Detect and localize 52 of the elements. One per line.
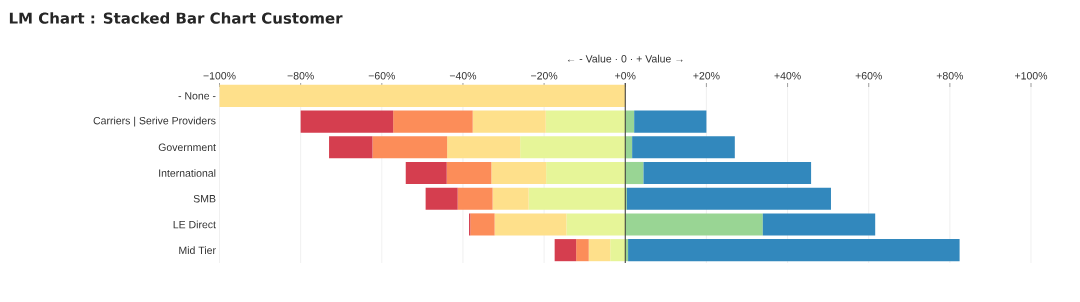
bar <box>528 187 626 210</box>
bar <box>626 187 831 210</box>
bar <box>554 239 577 262</box>
y-tick-label: International <box>159 169 216 177</box>
x-tick-label: +100% <box>1015 72 1048 80</box>
bar <box>300 110 394 133</box>
bar <box>762 213 876 236</box>
x-tick-label: −20% <box>531 72 558 80</box>
bar <box>494 213 567 236</box>
bar <box>472 110 546 133</box>
x-tick-label: −100% <box>203 72 236 80</box>
y-tick-label: - None - <box>178 92 216 100</box>
x-tick-label: +80% <box>936 72 964 80</box>
x-tick-label: +40% <box>774 72 801 80</box>
bar <box>643 161 812 185</box>
bar <box>625 213 763 236</box>
y-tick-label: LE Direct <box>173 220 216 229</box>
bar <box>632 136 735 159</box>
y-tick-label: Mid Tier <box>179 246 216 255</box>
bar <box>610 239 626 262</box>
bar <box>425 187 458 210</box>
bar <box>545 110 626 133</box>
bar <box>470 213 495 236</box>
bar <box>520 136 626 159</box>
y-tick-label: SMB <box>193 195 216 203</box>
bar <box>625 161 644 185</box>
y-tick-label: Government <box>158 143 216 152</box>
bar <box>491 161 547 185</box>
bar <box>634 110 707 133</box>
x-tick-label: +60% <box>855 72 882 80</box>
x-tick-label: −80% <box>287 72 314 80</box>
bar <box>546 161 626 185</box>
bar <box>393 110 473 133</box>
bar <box>446 161 492 185</box>
bar <box>457 187 493 210</box>
bar <box>329 136 373 159</box>
bar <box>588 239 611 262</box>
x-tick-label: −60% <box>368 72 396 80</box>
bar <box>492 187 529 210</box>
y-tick-label: Carriers | Serive Providers <box>93 116 216 127</box>
bar <box>628 239 960 262</box>
bar <box>372 136 448 159</box>
bar <box>447 136 521 159</box>
bar <box>405 161 447 185</box>
bar <box>566 213 626 236</box>
chart-title: LM Chart : Stacked Bar Chart Customer <box>9 12 343 24</box>
x-tick-label: +0% <box>615 72 636 80</box>
x-tick-label: −40% <box>449 72 477 80</box>
x-axis-title: ← - Value · 0 · + Value → <box>567 54 683 63</box>
bar <box>219 84 626 107</box>
bar <box>576 239 589 262</box>
x-tick-label: +20% <box>693 72 720 80</box>
